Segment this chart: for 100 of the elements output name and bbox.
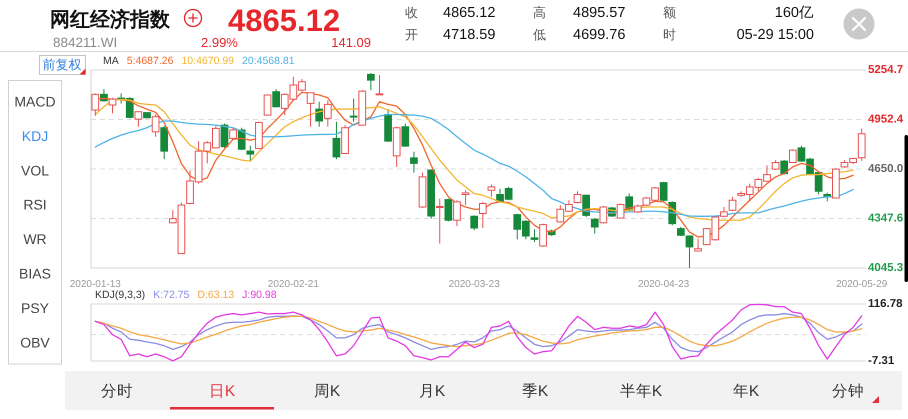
text: RSI <box>23 196 47 213</box>
candlestick <box>358 90 366 126</box>
x-tick-label: 2020-04-23 <box>638 279 690 290</box>
text: 20:4568.81 <box>242 55 295 67</box>
candlestick <box>324 100 332 128</box>
text: 收 <box>405 5 418 20</box>
candlestick <box>367 72 375 91</box>
candlestick <box>660 181 668 202</box>
candlestick <box>634 204 642 214</box>
text: 高 <box>533 5 546 20</box>
line-series <box>94 304 862 362</box>
text: 低 <box>533 27 546 42</box>
text: 4865.12 <box>443 5 496 21</box>
candlestick <box>306 92 314 128</box>
candlestick <box>341 124 349 155</box>
candlestick <box>574 190 582 204</box>
text: KDJ <box>22 128 48 144</box>
candlestick <box>246 145 254 162</box>
text: 开 <box>405 27 418 42</box>
line-series <box>94 98 854 221</box>
candlestick <box>220 122 228 148</box>
candlestick <box>376 74 384 96</box>
text: 分时 <box>101 382 133 400</box>
candlestick <box>590 217 599 234</box>
candlestick <box>143 112 151 119</box>
candlestick <box>616 203 624 220</box>
text: MACD <box>14 94 56 110</box>
candlestick <box>332 121 340 160</box>
text: OBV <box>20 334 50 350</box>
line-series <box>94 114 854 217</box>
text: 5:4687.26 <box>126 55 174 67</box>
text: 4718.59 <box>443 27 496 43</box>
candlestick <box>462 190 470 206</box>
text: 160亿 <box>774 5 814 21</box>
candlestick <box>384 108 392 142</box>
candlestick <box>152 114 160 138</box>
legend-title: MA <box>103 55 119 67</box>
text: WR <box>23 231 47 248</box>
candlestick <box>832 167 840 200</box>
candlestick <box>478 201 487 228</box>
text: BIAS <box>19 266 51 282</box>
candlestick <box>444 198 452 222</box>
candlestick <box>470 214 478 231</box>
text: 年K <box>732 383 760 400</box>
text: 4699.76 <box>573 27 626 43</box>
candlestick <box>350 98 358 122</box>
candlestick <box>160 125 168 160</box>
candlestick <box>91 92 100 116</box>
y-tick-label: 4650.0 <box>868 163 904 175</box>
candlestick <box>108 97 116 114</box>
chart-title: 网红经济指数 <box>50 8 171 31</box>
text: 10:4670.99 <box>181 55 234 67</box>
y-tick-label: -7.31 <box>868 355 895 367</box>
candlestick <box>272 88 280 108</box>
text: 4865.12 <box>228 3 340 38</box>
y-tick-label: 4347.6 <box>868 212 904 225</box>
text: 05-29 15:00 <box>736 27 814 43</box>
candlestick <box>539 223 547 248</box>
text: K:72.75 <box>153 289 190 301</box>
candlestick <box>694 238 702 252</box>
candlestick <box>436 198 444 244</box>
legend-title: KDJ(9,3,3) <box>95 289 146 301</box>
candlestick <box>264 94 272 116</box>
candlestick <box>255 121 263 150</box>
x-tick-label: 2020-01-13 <box>70 279 122 290</box>
y-tick-label: 4045.3 <box>868 262 904 274</box>
candlestick <box>229 127 237 141</box>
candlestick <box>728 196 736 212</box>
candlestick <box>134 110 142 128</box>
text: 周K <box>314 383 341 400</box>
y-tick-label: 116.78 <box>868 298 904 310</box>
text: 2.99% <box>201 35 238 50</box>
candlestick <box>772 160 780 171</box>
candlestick <box>410 151 418 174</box>
chart-subtitle: 884211.WI <box>53 35 118 50</box>
text: 月K <box>418 383 446 400</box>
candlestick <box>530 228 538 243</box>
candlestick <box>788 148 797 164</box>
text: 季K <box>522 382 549 400</box>
text: D:63.13 <box>197 289 234 301</box>
candlestick <box>401 122 410 148</box>
x-tick-label: 2020-03-23 <box>448 279 500 290</box>
candlestick <box>427 168 435 220</box>
text: 额 <box>663 5 676 20</box>
candlestick <box>392 126 401 168</box>
series-label: J:90.98 <box>242 289 277 301</box>
candlestick <box>780 160 788 174</box>
candlestick <box>418 172 426 208</box>
x-tick-label: 2020-05-29 <box>836 279 888 290</box>
text: 时 <box>663 27 676 42</box>
text: 4895.57 <box>573 5 626 21</box>
text: 日K <box>208 383 236 400</box>
text: 141.09 <box>331 35 371 50</box>
candlestick <box>453 200 461 226</box>
text: 半年K <box>620 382 663 400</box>
x-tick-label: 2020-02-21 <box>268 279 320 290</box>
text: 分钟 <box>832 383 864 400</box>
text: PSY <box>20 300 50 316</box>
y-tick-label: 5254.7 <box>868 64 904 76</box>
y-tick-label: 4952.4 <box>868 113 904 126</box>
